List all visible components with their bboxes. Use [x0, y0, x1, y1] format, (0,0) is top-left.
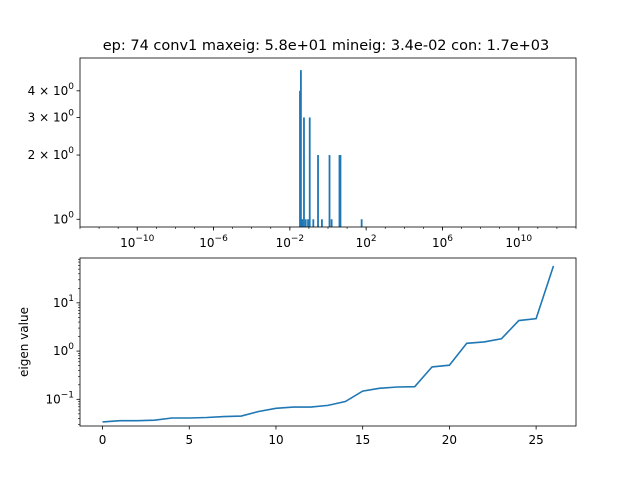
- histogram-chart: ep: 74 conv1 maxeig: 5.8e+01 mineig: 3.4…: [28, 38, 577, 250]
- y-tick-label: 101: [53, 294, 74, 310]
- x-tick-label: 15: [355, 433, 370, 447]
- x-tick-label: 10: [268, 433, 283, 447]
- histogram-bar: [338, 155, 341, 227]
- x-tick-label: 10−2: [276, 234, 305, 250]
- y-tick-label: 100: [53, 210, 74, 226]
- x-tick-label: 25: [528, 433, 543, 447]
- x-tick-label: 102: [356, 234, 377, 250]
- eigenvalue-chart: eigen value 0 5 10 15 20 25 10−1 100 101: [17, 257, 577, 447]
- y-tick-label: 2 × 100: [28, 146, 75, 162]
- histogram-bar: [360, 219, 363, 227]
- histogram-bar: [307, 219, 309, 227]
- histogram-bar: [299, 90, 301, 228]
- histogram-bar: [303, 117, 305, 227]
- x-tick-label: 20: [442, 433, 457, 447]
- histogram-title: ep: 74 conv1 maxeig: 5.8e+01 mineig: 3.4…: [103, 38, 549, 54]
- histogram-bar: [301, 219, 304, 227]
- eigenvalue-y-axis-label: eigen value: [17, 307, 31, 377]
- y-tick-label: 3 × 100: [28, 108, 75, 124]
- y-tick-label: 10−1: [45, 390, 74, 406]
- histogram-bar: [330, 219, 333, 227]
- eigenvalue-series-line: [102, 265, 555, 423]
- histogram-bars: [299, 70, 363, 228]
- x-tick-label: 5: [185, 433, 193, 447]
- eigenvalue-frame: [79, 257, 577, 427]
- histogram-y-ticks: 100 2 × 100 3 × 100 4 × 100: [28, 82, 80, 226]
- y-tick-label: 100: [53, 342, 74, 358]
- x-tick-label: 0: [99, 433, 107, 447]
- histogram-bar: [304, 219, 307, 227]
- x-tick-label: 10−6: [199, 234, 228, 250]
- histogram-bar: [317, 155, 319, 227]
- x-tick-label: 106: [432, 234, 453, 250]
- histogram-bar: [308, 117, 311, 227]
- histogram-bar: [321, 219, 323, 227]
- histogram-bar: [312, 219, 315, 227]
- y-tick-label: 4 × 100: [28, 82, 75, 98]
- histogram-bar: [339, 155, 342, 227]
- x-tick-label: 1010: [505, 234, 532, 250]
- eigenvalue-x-ticks: 0 5 10 15 20 25: [99, 426, 544, 447]
- histogram-x-ticks: 10−10 10−6 10−2 102 106 1010: [79, 227, 577, 250]
- x-tick-label: 10−10: [120, 234, 155, 250]
- histogram-frame: [79, 57, 577, 228]
- histogram-bar: [328, 155, 331, 227]
- histogram-bar: [300, 70, 302, 228]
